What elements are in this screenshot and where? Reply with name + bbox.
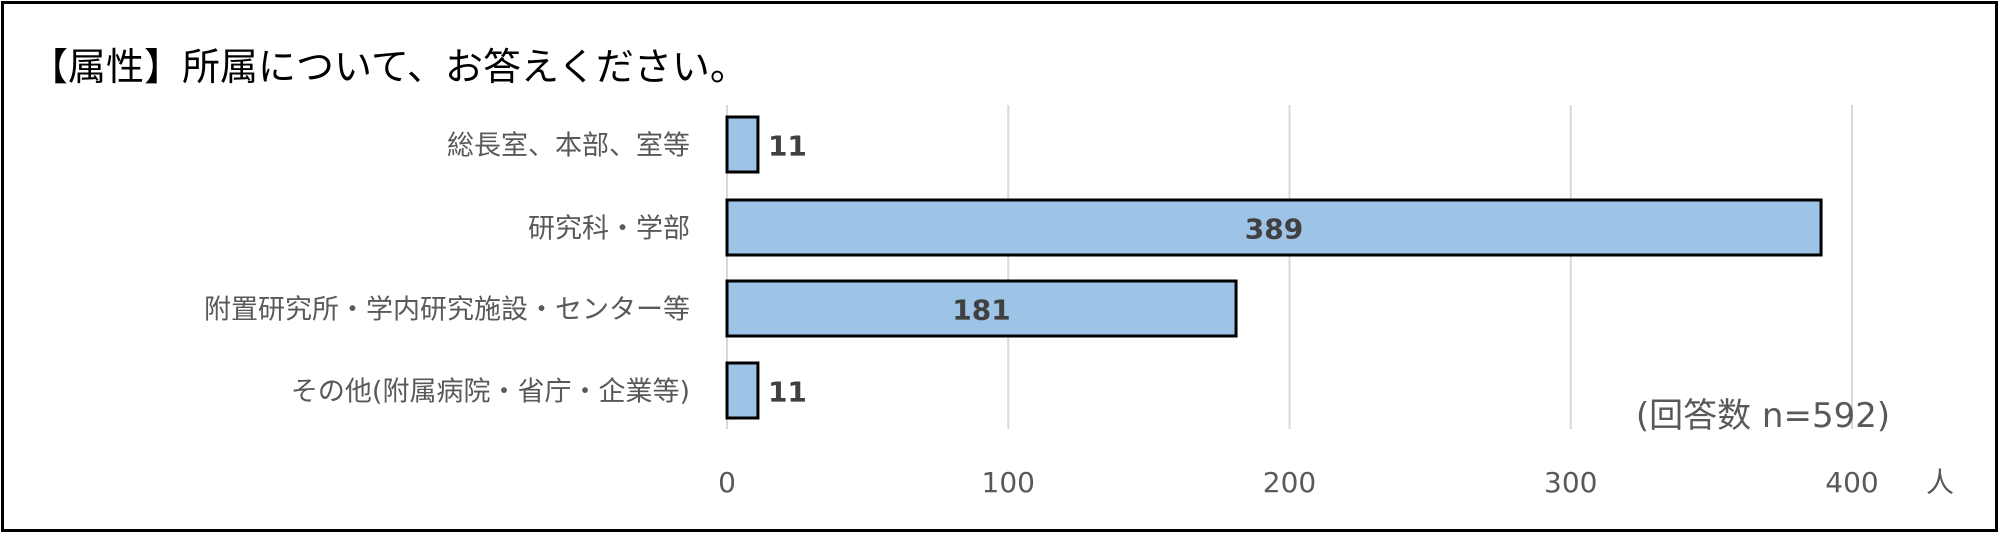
data-label: 389 [1245, 213, 1303, 246]
category-label: 附置研究所・学内研究施設・センター等 [204, 295, 690, 326]
category-label: その他(附属病院・省庁・企業等) [291, 377, 690, 408]
chart-title: 【属性】所属について、お答えください。 [30, 45, 748, 89]
bar [725, 115, 760, 174]
data-label: 181 [952, 294, 1010, 327]
respondent-count-note: (回答数 n=592) [1636, 396, 1890, 436]
x-tick-label: 200 [1263, 466, 1316, 499]
x-tick-label: 400 [1825, 466, 1878, 499]
data-label: 11 [768, 376, 807, 409]
x-tick-label: 100 [982, 466, 1035, 499]
data-label: 11 [768, 130, 807, 163]
bar [725, 361, 760, 420]
category-label: 研究科・学部 [528, 214, 690, 245]
bar [725, 279, 1238, 338]
category-label: 総長室、本部、室等 [447, 131, 690, 162]
x-axis-unit: 人 [1926, 466, 1954, 499]
x-tick-label: 0 [718, 466, 736, 499]
x-tick-label: 300 [1544, 466, 1597, 499]
bar [725, 198, 1823, 257]
